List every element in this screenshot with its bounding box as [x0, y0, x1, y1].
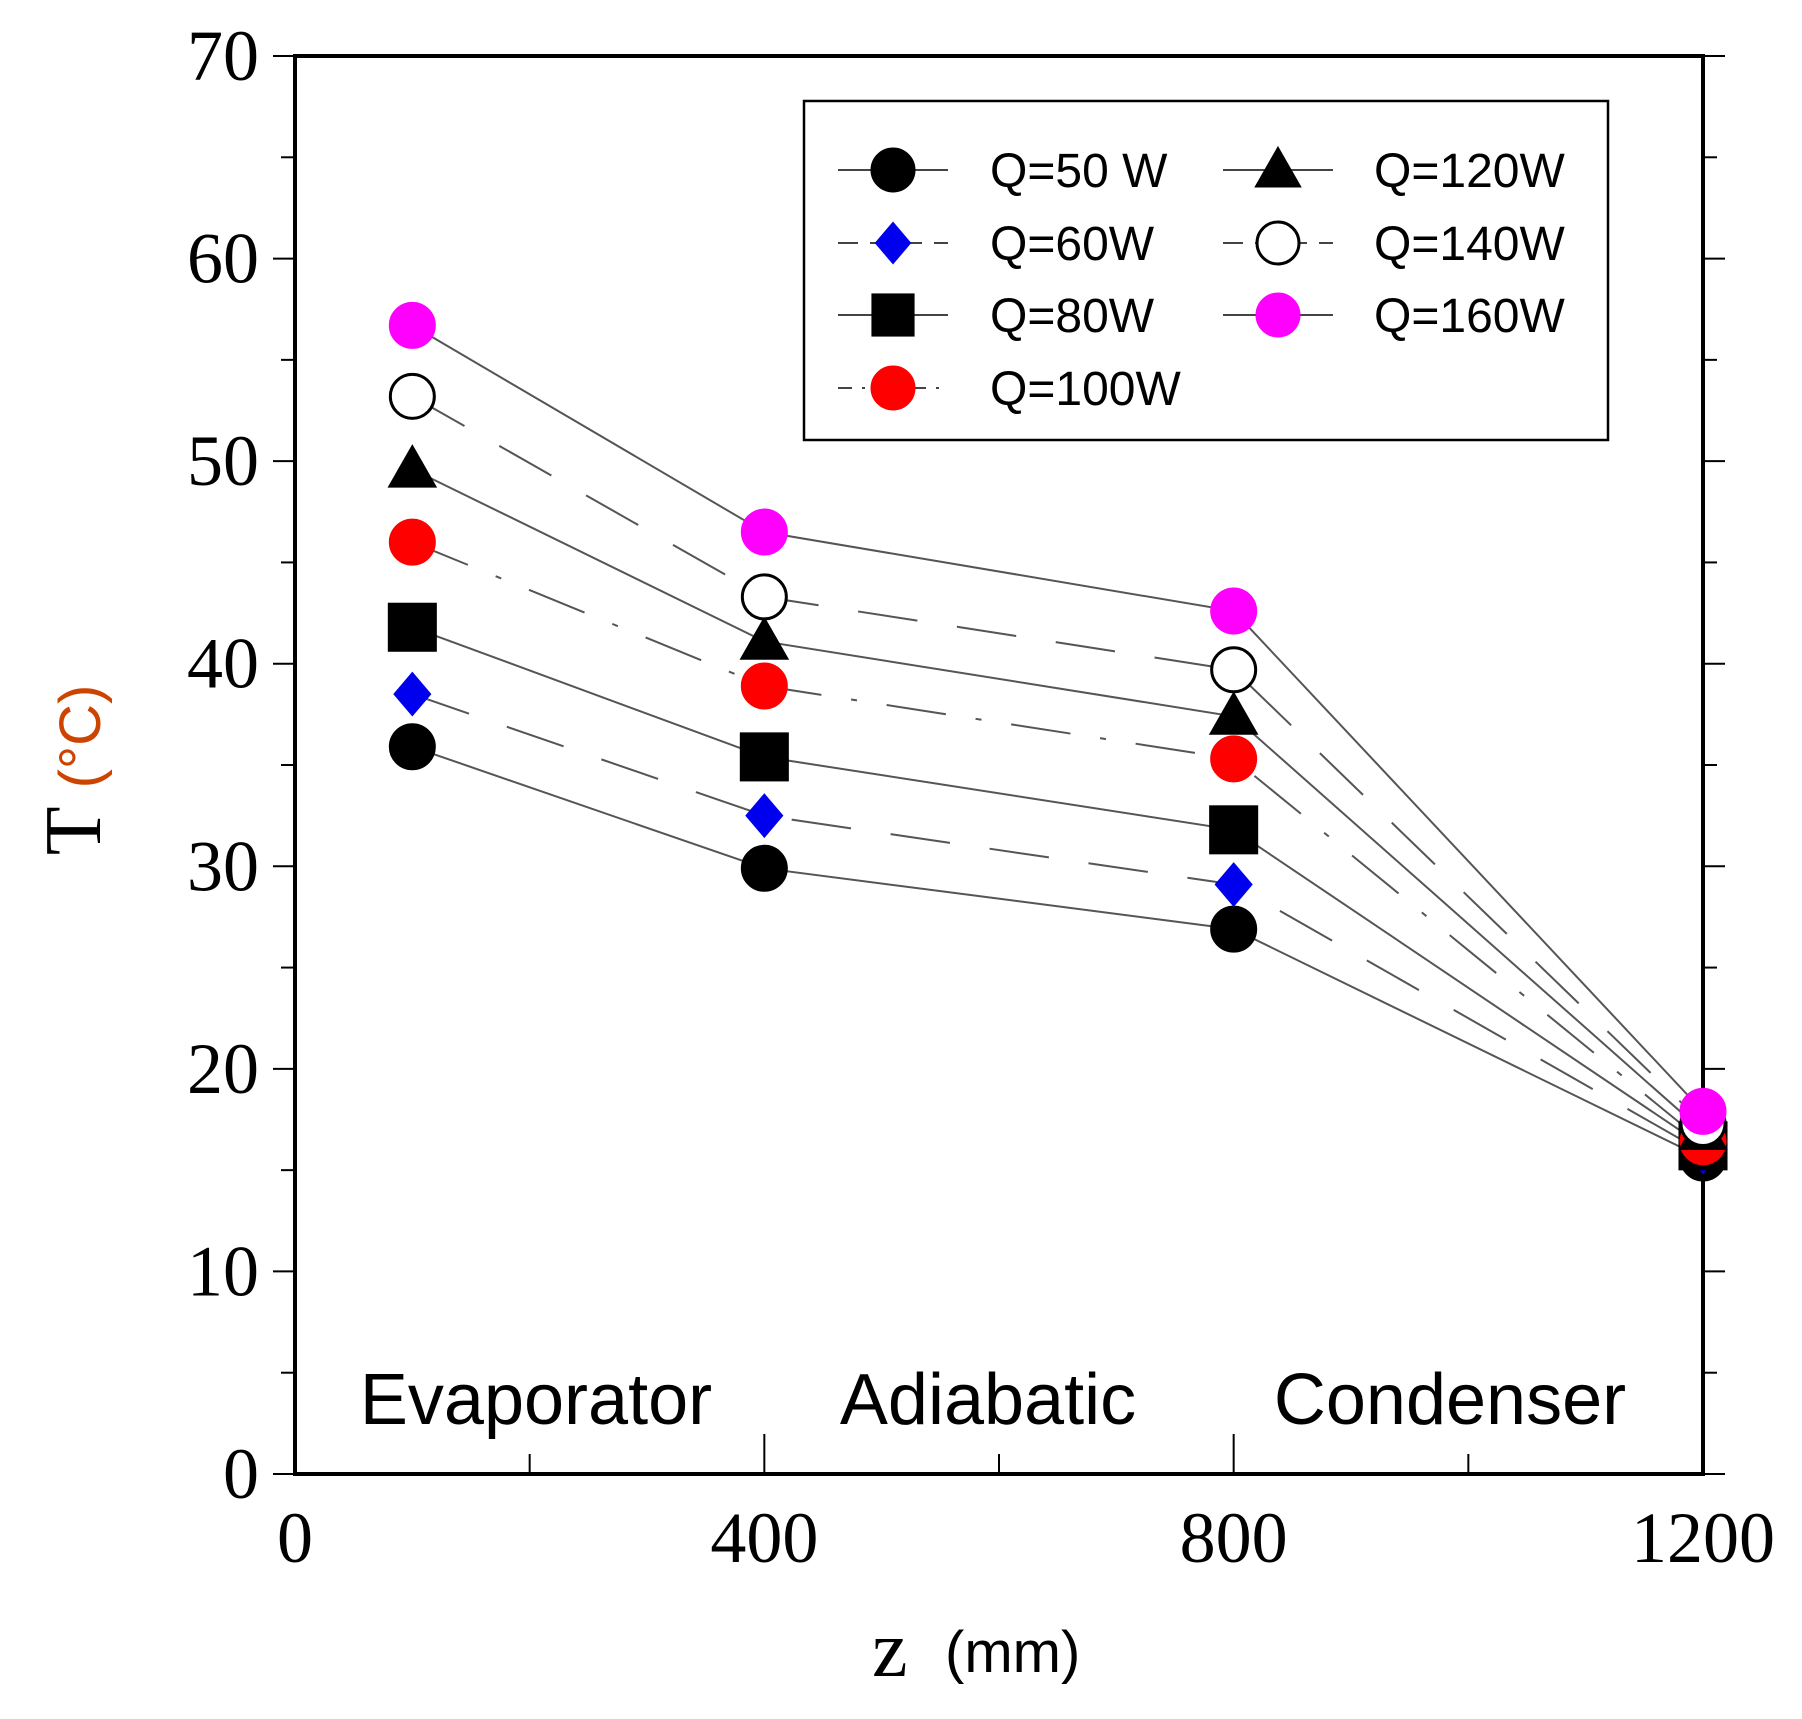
data-point-series-6: [740, 508, 788, 556]
legend-marker-3: [870, 365, 916, 411]
data-point-series-0: [388, 723, 436, 771]
data-point-series-6: [388, 301, 436, 349]
y-tick-label: 30: [187, 826, 259, 906]
data-point-series-5: [740, 573, 788, 621]
legend-label-2: Q=80W: [990, 290, 1155, 343]
ticks: 0 10 20 30 40 50 60 70 0 400 800 1200: [187, 16, 1775, 1578]
y-tick-label: 50: [187, 421, 259, 501]
y-tick-label: 60: [187, 219, 259, 299]
y-axis-symbol: T: [30, 806, 118, 855]
x-tick-label: 800: [1180, 1498, 1288, 1578]
data-point-series-4: [387, 444, 438, 488]
series-line-3: [411, 541, 1704, 1143]
data-point-series-6: [1679, 1087, 1727, 1135]
legend-label-5: Q=140W: [1374, 218, 1565, 271]
data-point-series-0: [740, 844, 788, 892]
region-label-evaporator: Evaporator: [360, 1360, 712, 1440]
data-point-series-4: [1208, 691, 1259, 735]
data-point-series-5: [388, 372, 436, 420]
data-point-series-3: [740, 662, 788, 710]
y-axis-unit: (°C): [48, 685, 113, 789]
legend-label-4: Q=120W: [1374, 145, 1565, 198]
region-label-condenser: Condenser: [1274, 1360, 1626, 1440]
legend-label-6: Q=160W: [1374, 290, 1565, 343]
data-point-series-1: [393, 671, 432, 717]
legend-box: [802, 99, 1610, 442]
legend-label-1: Q=60W: [990, 218, 1155, 271]
series-line-6: [411, 324, 1704, 1113]
legend-label-0: Q=50 W: [990, 145, 1168, 198]
y-tick-label: 10: [187, 1231, 259, 1311]
x-tick-label: 400: [710, 1498, 818, 1578]
x-tick-label: 0: [277, 1498, 313, 1578]
legend-marker-4: [1254, 145, 1302, 188]
data-point-series-6: [1210, 587, 1258, 635]
series-line-1: [412, 693, 1704, 1153]
series-line-0: [412, 745, 1704, 1159]
data-point-series-2: [739, 732, 789, 782]
data-point-series-3: [388, 518, 436, 566]
data-point-series-5: [1210, 646, 1258, 694]
y-tick-label: 20: [187, 1029, 259, 1109]
legend-marker-2: [871, 293, 915, 337]
legend-marker-0: [870, 147, 916, 193]
x-axis-title: z (mm): [872, 1606, 1080, 1694]
series-markers: [387, 301, 1728, 1182]
data-point-series-2: [1209, 805, 1259, 855]
x-tick-label: 1200: [1631, 1498, 1775, 1578]
series-line-2: [411, 626, 1704, 1147]
region-labels: Evaporator Adiabatic Condenser: [360, 1360, 1626, 1440]
y-axis-title-text: T (°C): [30, 685, 118, 856]
y-tick-label: 70: [187, 16, 259, 96]
x-axis-unit: (mm): [945, 1620, 1080, 1685]
data-point-series-1: [1214, 862, 1253, 907]
data-point-series-3: [1210, 735, 1258, 783]
legend: Q=50 W Q=60W Q=80W Q=100W Q=120W Q=140W Q=160W: [802, 99, 1610, 442]
data-point-series-2: [387, 602, 437, 652]
y-tick-label: 0: [223, 1434, 259, 1514]
legend-marker-6: [1255, 292, 1301, 338]
data-point-series-4: [739, 616, 790, 660]
region-label-adiabatic: Adiabatic: [840, 1360, 1136, 1440]
legend-label-3: Q=100W: [990, 363, 1181, 416]
series-line-5: [411, 395, 1704, 1125]
x-axis-symbol: z: [872, 1606, 908, 1694]
legend-marker-1: [874, 221, 912, 265]
y-tick-label: 40: [187, 624, 259, 704]
y-axis-title: T (°C): [30, 685, 118, 856]
series-line-4: [411, 468, 1704, 1133]
data-point-series-0: [1210, 905, 1258, 953]
series-lines: [411, 324, 1704, 1159]
legend-marker-5: [1255, 220, 1301, 266]
data-point-series-1: [745, 793, 784, 839]
